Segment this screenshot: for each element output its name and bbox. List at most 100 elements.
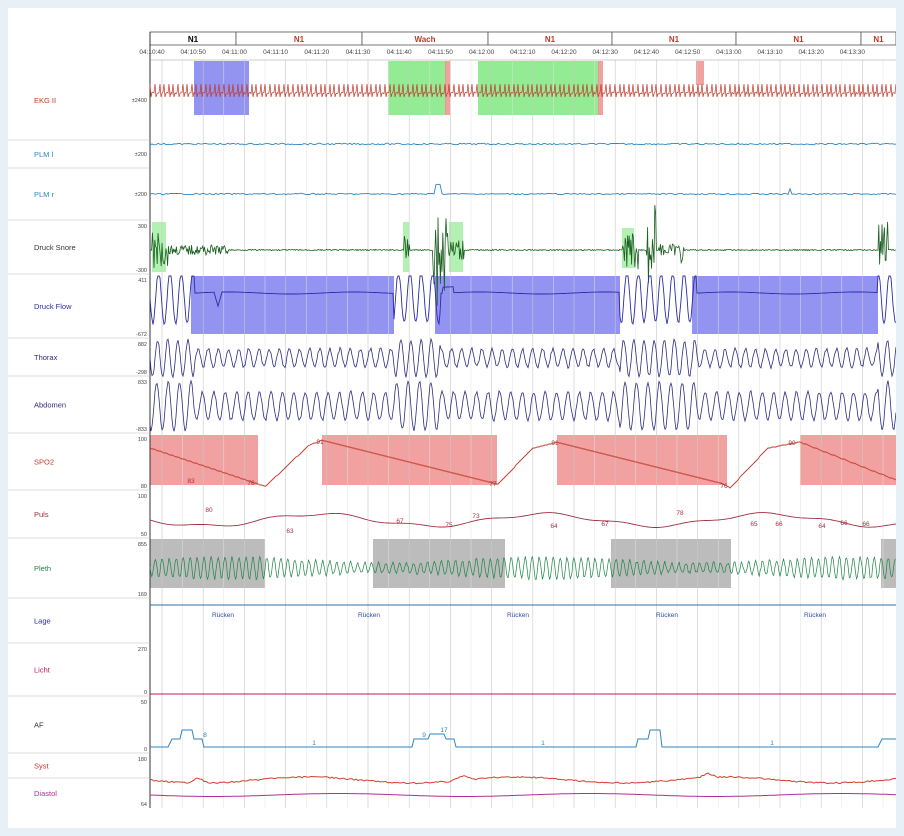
spo2-value-label: 76 (720, 483, 728, 490)
channel-label: Licht (34, 666, 51, 675)
time-tick-label: 04:13:30 (840, 49, 866, 56)
flow-trace (149, 275, 896, 326)
time-tick-label: 04:10:50 (181, 49, 207, 56)
af-trace (150, 729, 896, 748)
time-tick-label: 04:11:00 (222, 49, 247, 56)
sleep-stage-label: N1 (793, 35, 804, 44)
time-tick-label: 04:12:50 (675, 49, 701, 56)
spo2-value-label: 83 (187, 478, 195, 485)
time-tick-label: 04:12:00 (469, 49, 495, 56)
pleth-artifact-marker (150, 539, 265, 588)
desaturation-marker (800, 435, 896, 485)
scale-top-label: 833 (138, 380, 147, 386)
ekg-green-marker (478, 61, 599, 115)
scale-bottom-label: -298 (136, 370, 147, 376)
channel-label: Diastol (34, 789, 57, 798)
time-tick-label: 04:12:40 (634, 49, 660, 56)
channel-label: EKG II (34, 96, 56, 105)
scale-top-label: 411 (138, 278, 147, 284)
time-tick-label: 04:13:10 (757, 49, 783, 56)
af-value-label: 1 (770, 740, 774, 747)
pulse-value-label: 64 (550, 523, 558, 530)
desaturation-marker (557, 435, 727, 485)
scale-bottom-label: -672 (136, 332, 147, 338)
channel-label: PLM l (34, 150, 54, 159)
ekg-red-marker (696, 61, 704, 85)
scale-top-label: 180 (138, 757, 147, 763)
signal-panel[interactable]: N1 N1 Wach N1 N1 N1 N1 04:10:40 04:10:50 04:11:00… (8, 8, 896, 828)
pulse-value-label: 63 (286, 528, 294, 535)
pulse-value-label: 78 (676, 510, 684, 517)
pleth-trace (149, 555, 896, 582)
spo2-value-label: 91 (316, 439, 324, 446)
position-value-label: Rücken (656, 612, 678, 619)
polysomnography-chart[interactable]: N1 N1 Wach N1 N1 N1 N1 04:10:40 04:10:50 04:11:00… (8, 8, 896, 828)
spo2-value-label: 76 (247, 480, 255, 487)
time-tick-label: 04:13:00 (716, 49, 742, 56)
pulse-value-label: 66 (862, 521, 870, 528)
position-value-label: Rücken (358, 612, 380, 619)
spo2-value-label: 77 (489, 481, 497, 488)
diastolic-trace (149, 793, 896, 797)
time-tick-label: 04:10:40 (139, 49, 165, 56)
channel-label: Puls (34, 510, 49, 519)
apnea-marker (692, 276, 878, 334)
pulse-value-label: 65 (750, 521, 758, 528)
af-value-label: 1 (312, 740, 316, 747)
channel-label: Druck Snore (34, 243, 76, 252)
snore-marker (403, 222, 409, 272)
position-value-label: Rücken (804, 612, 826, 619)
scale-mid-label: ±200 (135, 152, 147, 158)
af-value-label: 8 (203, 732, 207, 739)
scale-mid-label: ±200 (135, 192, 147, 198)
scale-bottom-label: 0 (144, 747, 147, 753)
scale-top-label: 50 (141, 700, 147, 706)
sleep-stage-cell (860, 31, 896, 46)
plm-right-trace (149, 183, 896, 196)
scale-top-label: 300 (138, 224, 147, 230)
pulse-value-label: 66 (775, 521, 783, 528)
sleep-stage-label: N1 (873, 35, 884, 44)
systolic-trace (149, 772, 896, 785)
sleep-stage-label: N1 (669, 35, 680, 44)
ekg-trace (149, 83, 896, 98)
spo2-value-label: 91 (551, 440, 559, 447)
channel-label: Pleth (34, 564, 51, 573)
af-value-label: 1 (541, 740, 545, 747)
apnea-marker (191, 276, 394, 334)
scale-mid-label: ±2400 (132, 98, 147, 104)
ekg-blue-marker (194, 61, 249, 115)
desaturation-marker (150, 435, 258, 485)
scale-bottom-label: 169 (138, 592, 147, 598)
time-tick-label: 04:11:50 (428, 49, 453, 56)
pulse-value-label: 67 (601, 521, 609, 528)
abdomen-trace (149, 379, 896, 432)
scale-bottom-label: -833 (136, 427, 147, 433)
thorax-trace (149, 337, 896, 379)
channel-label: AF (34, 721, 44, 730)
scale-bottom-label: 80 (141, 484, 147, 490)
pulse-value-label: 73 (472, 513, 480, 520)
position-value-label: Rücken (507, 612, 529, 619)
spo2-trace (149, 439, 896, 489)
scale-top-label: 270 (138, 647, 147, 653)
time-tick-label: 04:12:10 (510, 49, 536, 56)
af-value-label: 17 (440, 727, 448, 734)
pulse-value-label: 80 (205, 507, 213, 514)
spo2-value-label: 90 (788, 440, 796, 447)
pulse-value-label: 75 (445, 522, 453, 529)
time-tick-label: 04:11:40 (387, 49, 412, 56)
pulse-value-label: 66 (840, 520, 848, 527)
scale-top-label: 855 (138, 542, 147, 548)
channel-label: Lage (34, 617, 51, 626)
sleep-stage-label: Wach (414, 35, 435, 44)
position-value-label: Rücken (212, 612, 234, 619)
channel-label: Syst (34, 762, 50, 771)
ekg-red-marker (445, 61, 450, 115)
af-value-label: 9 (422, 732, 426, 739)
time-tick-label: 04:11:10 (263, 49, 288, 56)
scale-bottom-label: 0 (144, 690, 147, 696)
time-tick-label: 04:11:30 (346, 49, 371, 56)
pulse-trace (149, 512, 896, 528)
scale-bottom-label: -300 (136, 268, 147, 274)
